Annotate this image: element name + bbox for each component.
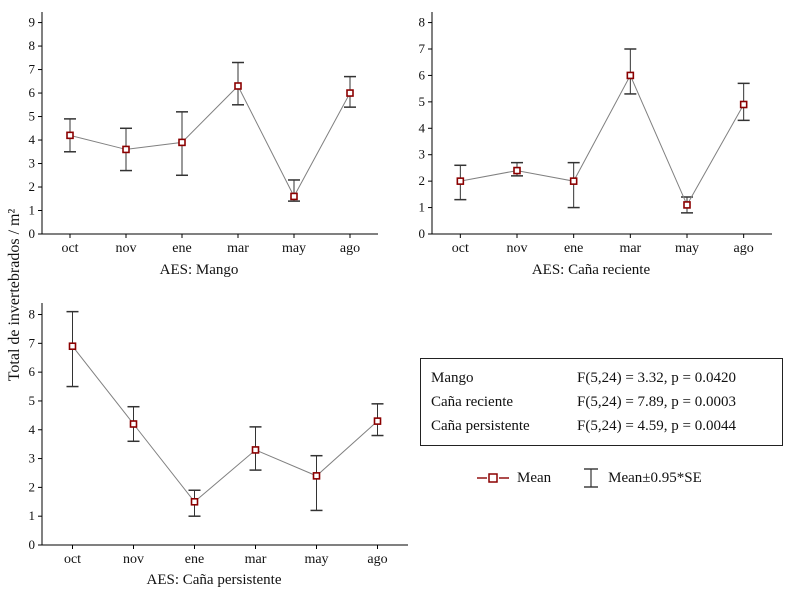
svg-text:4: 4 <box>29 132 36 147</box>
svg-text:ago: ago <box>734 241 754 256</box>
svg-text:5: 5 <box>29 393 36 408</box>
stats-value-mango: F(5,24) = 3.32, p = 0.0420 <box>577 370 737 386</box>
svg-text:ene: ene <box>172 241 191 256</box>
svg-text:3: 3 <box>419 147 426 162</box>
stats-value-cana-persistente: F(5,24) = 4.59, p = 0.0044 <box>577 418 737 434</box>
svg-text:1: 1 <box>29 203 36 218</box>
cana-persistente-chart: 0 1 2 3 4 5 6 7 8 oct nov ene mar may ago <box>29 303 408 567</box>
svg-text:mar: mar <box>245 552 267 567</box>
svg-text:2: 2 <box>419 173 426 188</box>
svg-text:1: 1 <box>29 508 36 523</box>
svg-text:3: 3 <box>29 156 36 171</box>
svg-text:5: 5 <box>419 94 426 109</box>
svg-text:2: 2 <box>29 479 36 494</box>
svg-text:1: 1 <box>419 200 426 215</box>
svg-text:ago: ago <box>340 241 360 256</box>
svg-text:mar: mar <box>619 241 641 256</box>
svg-text:oct: oct <box>61 241 78 256</box>
legend-se-label: Mean±0.95*SE <box>608 469 702 486</box>
svg-text:nov: nov <box>507 241 528 256</box>
svg-text:4: 4 <box>419 120 426 135</box>
legend-mean-label: Mean <box>517 469 552 486</box>
svg-text:8: 8 <box>29 38 36 53</box>
svg-text:3: 3 <box>29 451 36 466</box>
stats-row: Mango F(5,24) = 3.32, p = 0.0420 <box>431 366 772 390</box>
svg-text:may: may <box>304 552 328 567</box>
svg-text:6: 6 <box>29 364 36 379</box>
svg-text:oct: oct <box>452 241 469 256</box>
cana-persistente-chart-title: AES: Caña persistente <box>146 572 282 588</box>
stats-label-cana-reciente: Caña reciente <box>431 394 514 410</box>
svg-text:ene: ene <box>564 241 583 256</box>
stats-label-mango: Mango <box>431 370 474 386</box>
svg-text:8: 8 <box>419 15 426 30</box>
mango-chart: 0 1 2 3 4 5 6 7 8 9 oct nov ene mar may ago <box>29 12 378 256</box>
svg-text:oct: oct <box>64 552 81 567</box>
svg-text:may: may <box>282 241 306 256</box>
svg-text:2: 2 <box>29 179 36 194</box>
legend: Mean Mean±0.95*SE <box>476 466 702 490</box>
stats-value-cana-reciente: F(5,24) = 7.89, p = 0.0003 <box>577 394 737 410</box>
svg-text:7: 7 <box>419 41 426 56</box>
stats-row: Caña reciente F(5,24) = 7.89, p = 0.0003 <box>431 390 772 414</box>
svg-text:0: 0 <box>419 226 426 241</box>
svg-text:ago: ago <box>367 552 387 567</box>
svg-text:ene: ene <box>185 552 204 567</box>
legend-se: Mean±0.95*SE <box>581 466 702 490</box>
svg-text:8: 8 <box>29 307 36 322</box>
cana-reciente-chart-title: AES: Caña reciente <box>531 262 651 278</box>
svg-text:9: 9 <box>29 15 36 30</box>
svg-text:4: 4 <box>29 422 36 437</box>
svg-text:6: 6 <box>29 85 36 100</box>
svg-text:mar: mar <box>227 241 249 256</box>
svg-text:6: 6 <box>419 67 426 82</box>
cana-reciente-chart: 0 1 2 3 4 5 6 7 8 oct nov ene mar may ago <box>419 12 772 256</box>
svg-text:0: 0 <box>29 226 36 241</box>
legend-mean: Mean <box>476 470 551 487</box>
svg-text:may: may <box>675 241 699 256</box>
error-bar-icon <box>584 468 599 488</box>
mango-chart-title: AES: Mango <box>159 262 239 278</box>
stats-row: Caña persistente F(5,24) = 4.59, p = 0.0… <box>431 414 772 438</box>
svg-text:nov: nov <box>116 241 137 256</box>
stats-label-cana-persistente: Caña persistente <box>431 418 530 434</box>
svg-text:5: 5 <box>29 109 36 124</box>
svg-text:nov: nov <box>123 552 144 567</box>
mean-marker-icon <box>477 473 509 483</box>
stats-box: Mango F(5,24) = 3.32, p = 0.0420 Caña re… <box>420 358 783 446</box>
svg-text:0: 0 <box>29 537 36 552</box>
svg-text:7: 7 <box>29 62 36 77</box>
svg-text:7: 7 <box>29 335 36 350</box>
